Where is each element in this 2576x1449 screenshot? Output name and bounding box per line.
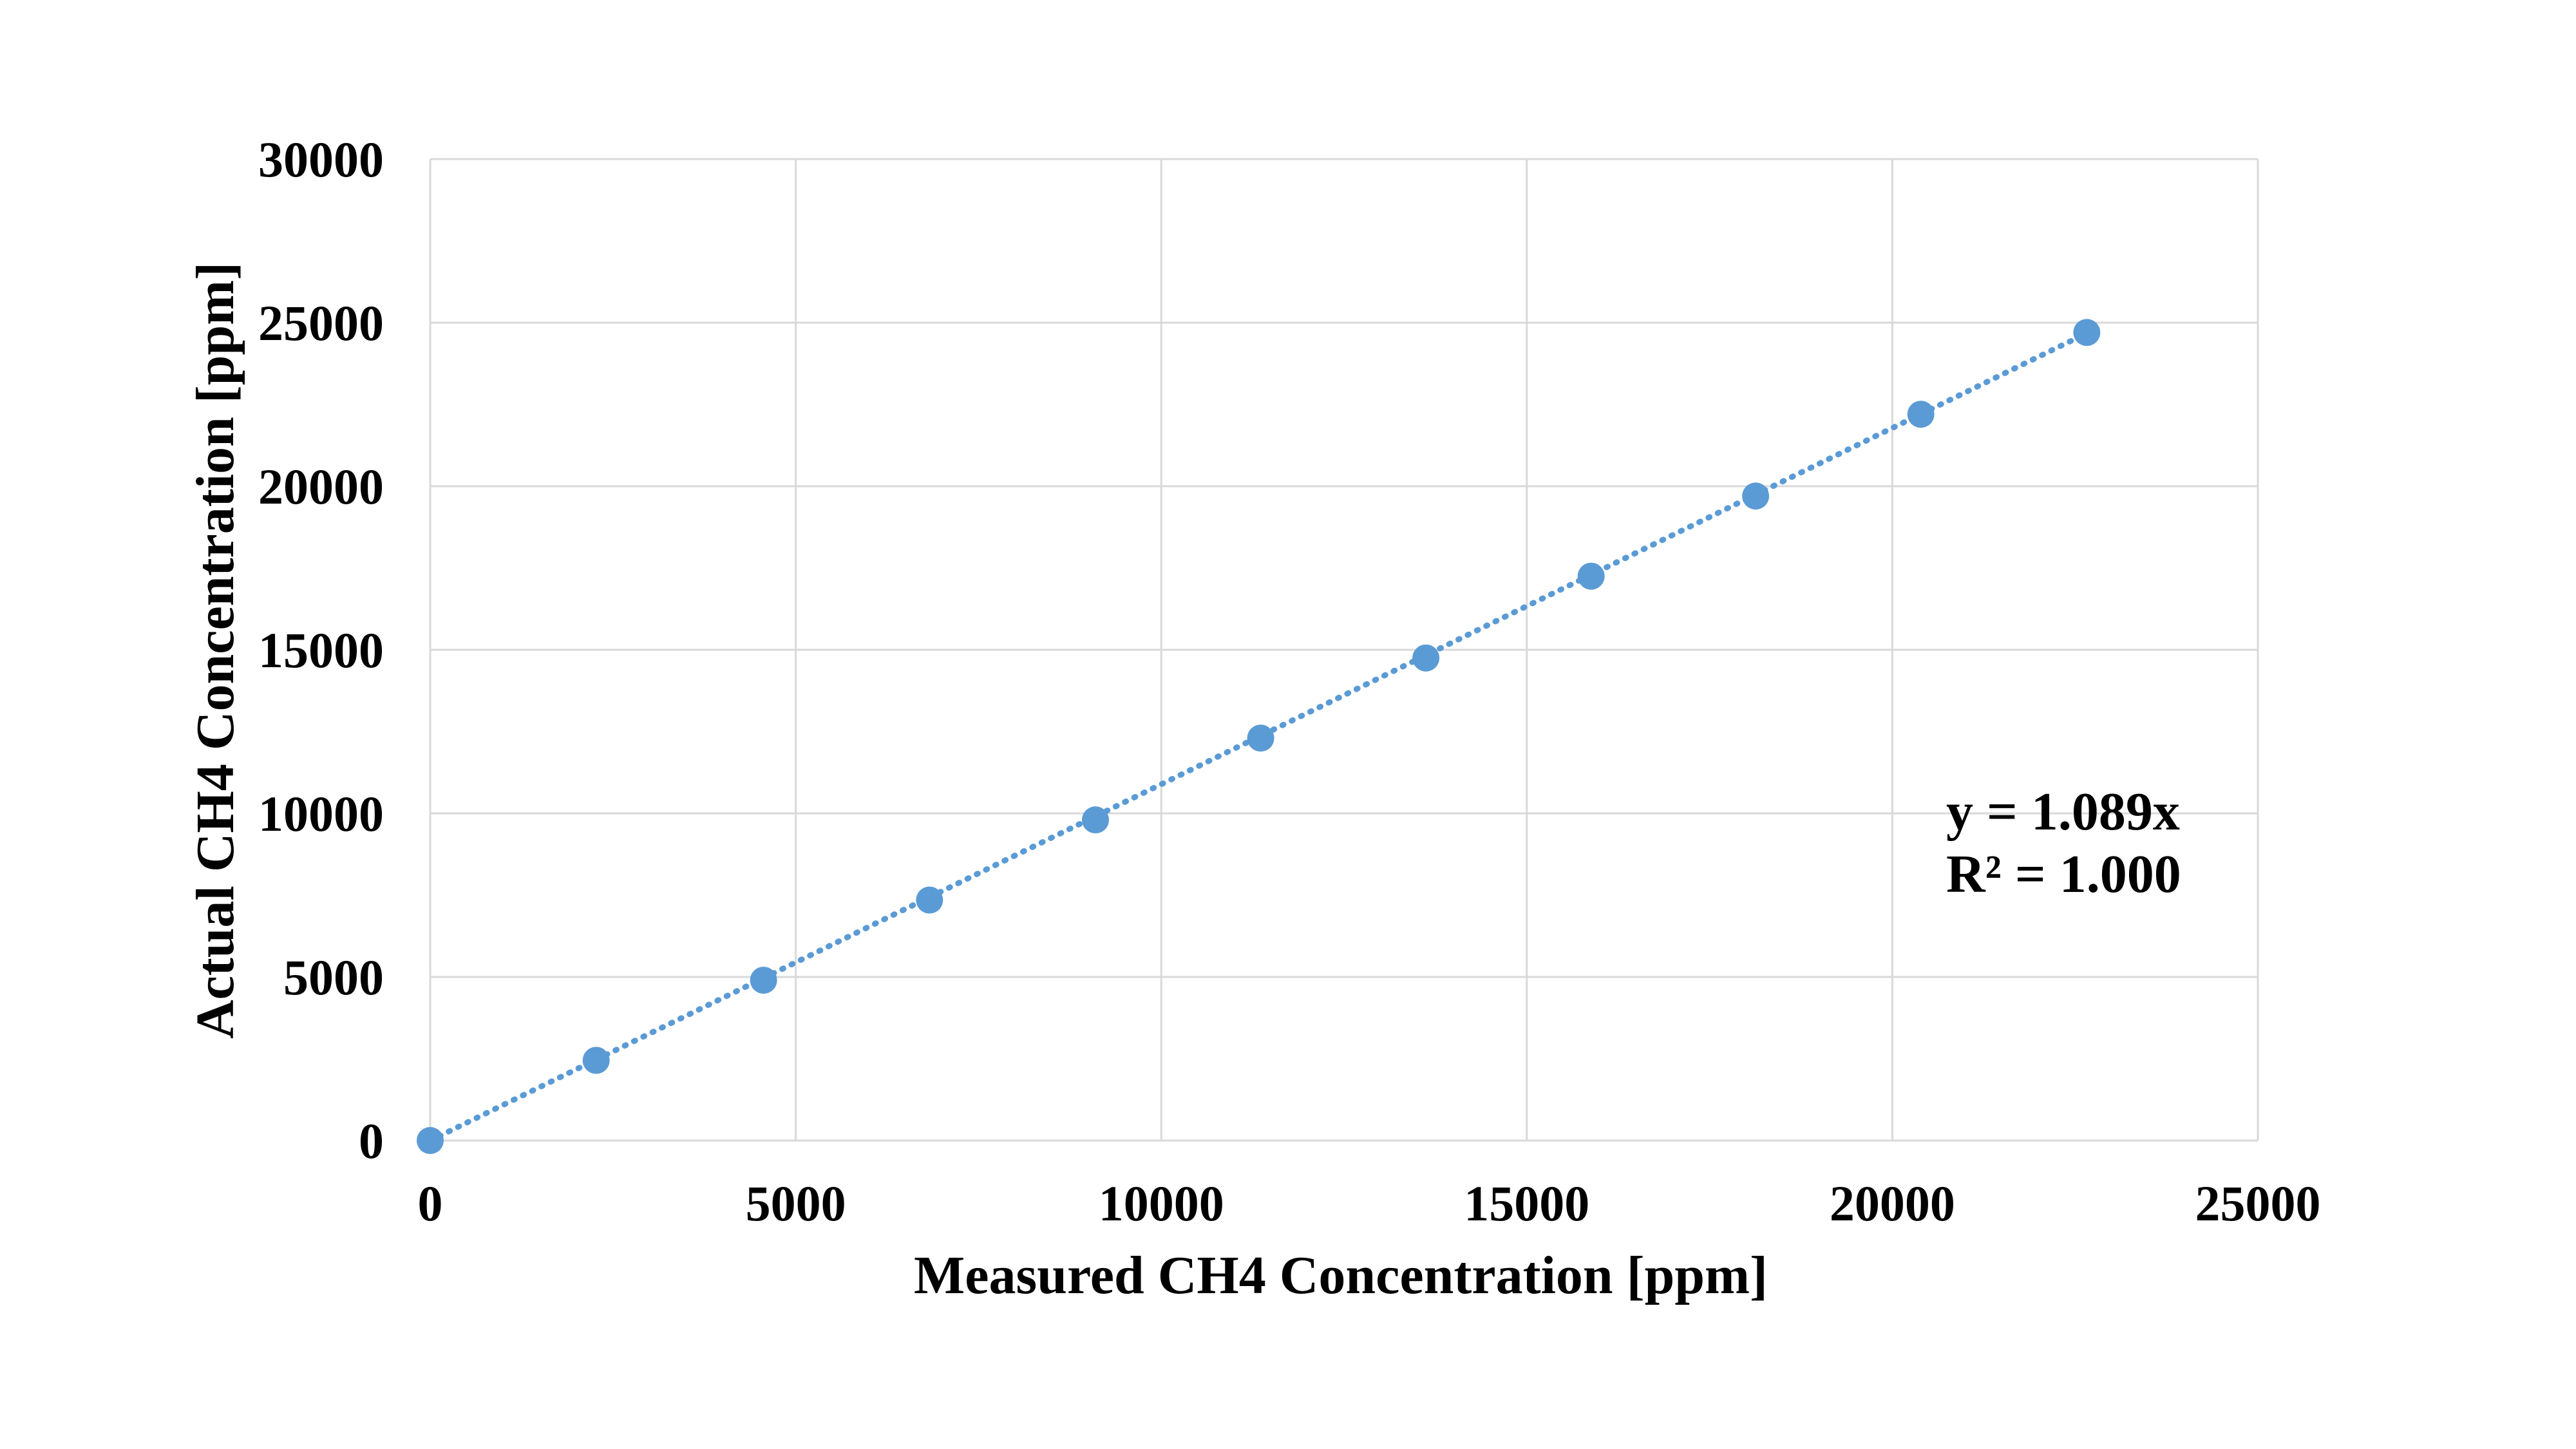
- data-point-5: [1247, 724, 1274, 752]
- trendline-equation: y = 1.089x: [1946, 782, 2180, 842]
- y-tick-label-4: 20000: [258, 459, 384, 515]
- grid-lines: [429, 158, 2259, 1142]
- data-point-7: [1577, 562, 1605, 590]
- x-tick-label-4: 20000: [1830, 1175, 1955, 1231]
- data-point-6: [1412, 644, 1440, 672]
- data-points: [417, 319, 2101, 1154]
- x-tick-label-5: 25000: [2195, 1175, 2321, 1231]
- data-point-2: [750, 967, 777, 994]
- data-point-0: [417, 1127, 444, 1154]
- data-point-10: [2073, 319, 2101, 346]
- y-tick-label-2: 10000: [258, 786, 384, 842]
- y-axis-title: Actual CH4 Concentration [ppm]: [185, 262, 245, 1039]
- data-point-4: [1082, 806, 1110, 834]
- x-tick-label-3: 15000: [1464, 1175, 1589, 1231]
- x-tick-label-2: 10000: [1099, 1175, 1224, 1231]
- x-axis-title: Measured CH4 Concentration [ppm]: [914, 1245, 1768, 1305]
- y-tick-label-1: 5000: [283, 949, 384, 1005]
- trendline: [427, 330, 2090, 1144]
- y-tick-label-0: 0: [359, 1113, 384, 1169]
- data-point-8: [1742, 482, 1770, 510]
- r-squared-label: R² = 1.000: [1946, 844, 2181, 904]
- data-point-3: [916, 886, 943, 914]
- x-tick-label-1: 5000: [746, 1175, 846, 1231]
- tick-labels: 0 5000 10000 15000 20000 25000 30000 0 5000 10000…: [258, 131, 2321, 1231]
- x-tick-label-0: 0: [418, 1175, 443, 1231]
- trendline-group: [427, 330, 2090, 1144]
- y-tick-label-3: 15000: [258, 622, 384, 678]
- y-tick-label-5: 25000: [258, 295, 384, 351]
- data-point-1: [582, 1046, 610, 1074]
- y-tick-label-6: 30000: [258, 131, 384, 187]
- data-point-9: [1907, 401, 1935, 428]
